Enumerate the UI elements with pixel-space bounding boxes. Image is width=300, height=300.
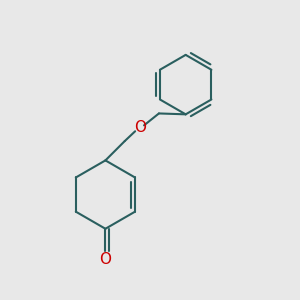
Text: O: O bbox=[99, 252, 111, 267]
Text: O: O bbox=[134, 120, 146, 135]
